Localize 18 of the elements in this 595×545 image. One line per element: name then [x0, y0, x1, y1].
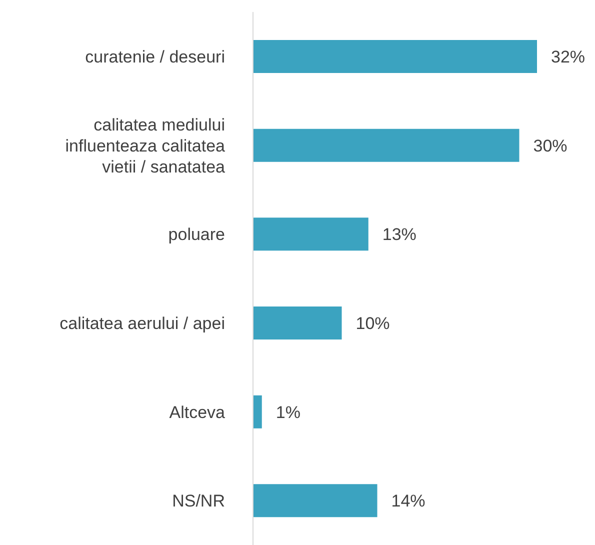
y-tick-label: Altceva: [169, 402, 226, 422]
y-tick-label: curatenie / deseuri: [85, 46, 225, 66]
y-tick-label: NS/NR: [172, 491, 225, 510]
y-tick-label: calitatea mediului influenteaza calitatea vietii / sanatatea: [65, 114, 226, 176]
data-label: 1%: [276, 402, 300, 422]
bar: [253, 218, 368, 251]
bar: [253, 484, 378, 518]
y-tick-label: poluare: [168, 224, 225, 244]
bar: [253, 40, 537, 73]
data-label: 13%: [382, 225, 416, 244]
bar: [253, 395, 262, 428]
data-label: 32%: [551, 48, 586, 67]
data-label: 14%: [391, 492, 426, 511]
data-label: 10%: [356, 314, 390, 334]
y-tick-label: calitatea aerului / apei: [60, 313, 225, 332]
bar: [253, 128, 520, 162]
data-label: 30%: [533, 136, 568, 156]
bar: [253, 306, 342, 340]
